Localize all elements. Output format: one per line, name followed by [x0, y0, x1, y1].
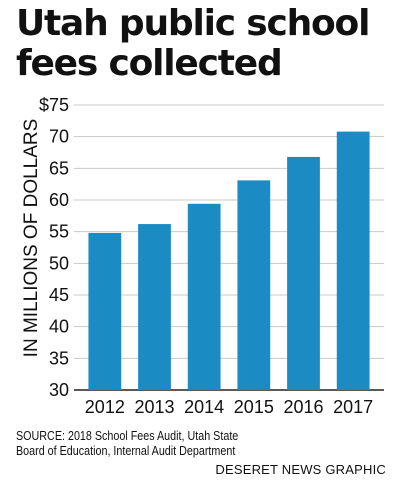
y-tick-labels: 30 35 40 45 50 55 60 65 70 $75	[39, 95, 69, 400]
bar-2017	[336, 131, 370, 390]
gridlines	[74, 104, 384, 391]
bar-2016	[287, 156, 320, 390]
chart-title-line-2: fees collected	[16, 43, 283, 84]
x-tick-label: 2017	[333, 397, 373, 417]
chart-title: Utah public school fees collected	[16, 4, 388, 84]
bar-2013	[138, 224, 171, 390]
x-tick-labels: 2012 2013 2014 2015 2016 2017	[85, 397, 373, 417]
y-tick-label: 35	[49, 348, 69, 368]
x-tick-label: 2014	[184, 397, 224, 417]
chart-title-line-1: Utah public school	[16, 3, 370, 44]
x-tick-label: 2012	[85, 397, 125, 417]
y-tick-label: 65	[49, 158, 69, 178]
y-tick-label: 30	[49, 380, 69, 400]
bar-2014	[187, 203, 221, 390]
graphic-credit: DESERET NEWS GRAPHIC	[215, 462, 386, 477]
y-tick-label: 40	[49, 317, 69, 337]
x-tick-label: 2013	[134, 397, 174, 417]
bar-2012	[88, 232, 122, 390]
source-line-2: Board of Education, Internal Audit Depar…	[16, 444, 236, 458]
bars	[88, 131, 370, 390]
y-tick-label: 60	[49, 190, 69, 210]
source-line-1: SOURCE: 2018 School Fees Audit, Utah Sta…	[16, 429, 239, 443]
y-tick-label: 70	[49, 127, 69, 147]
x-tick-label: 2016	[283, 397, 323, 417]
y-tick-label: 55	[49, 222, 69, 242]
x-tick-label: 2015	[234, 397, 274, 417]
source-note: SOURCE: 2018 School Fees Audit, Utah Sta…	[16, 429, 238, 459]
y-tick-label: 45	[49, 285, 69, 305]
bar-2015	[237, 180, 271, 390]
y-tick-label: 50	[49, 253, 69, 273]
y-tick-label: $75	[39, 95, 69, 115]
